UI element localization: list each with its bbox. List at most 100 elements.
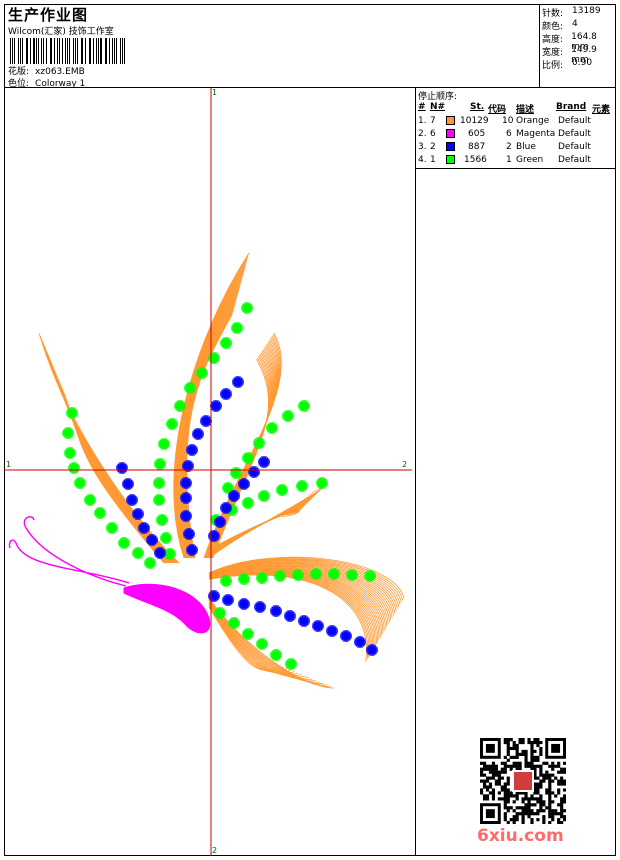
qr-module <box>524 812 528 816</box>
stitch-star <box>192 428 204 440</box>
qr-module <box>548 788 552 792</box>
qr-module <box>530 761 534 765</box>
stitch-line <box>208 603 302 677</box>
qr-module <box>509 755 513 759</box>
row-code: 10 <box>502 116 514 126</box>
stitch-line <box>208 569 380 640</box>
stitch-star <box>196 367 208 379</box>
qr-module <box>485 797 490 801</box>
qr-module <box>524 791 528 795</box>
qr-module <box>521 738 525 742</box>
stitch-line <box>208 601 309 679</box>
qr-module <box>515 764 519 768</box>
qr-module <box>560 812 564 816</box>
qr-module <box>503 788 507 792</box>
design-canvas: 1 2 1 2 <box>4 88 416 856</box>
qr-module <box>485 794 490 798</box>
qr-module <box>563 818 566 822</box>
barcode-bar <box>90 38 91 64</box>
qr-module <box>548 779 552 783</box>
qr-module <box>506 794 510 798</box>
qr-module <box>506 788 510 792</box>
stitch-line <box>208 561 397 612</box>
barcode-bar <box>45 38 47 64</box>
stitch-star <box>118 537 130 549</box>
qr-module <box>482 794 487 798</box>
barcode-bar <box>100 38 102 64</box>
qr-module <box>536 782 540 786</box>
qr-module <box>530 812 534 816</box>
qr-module <box>545 770 549 774</box>
qr-module <box>512 755 516 759</box>
qr-module <box>524 752 528 756</box>
qr-module <box>503 800 507 804</box>
stitch-line <box>208 598 327 686</box>
stitch-star <box>153 494 165 506</box>
qr-module <box>503 782 507 786</box>
col-header-stitches: St. <box>470 102 485 112</box>
stat-stitches: 针数: 13189 <box>542 6 601 19</box>
qr-module <box>485 785 490 789</box>
qr-module <box>497 770 501 774</box>
qr-module <box>488 785 493 789</box>
qr-module <box>560 767 564 771</box>
stitch-star <box>256 572 268 584</box>
qr-module <box>548 794 552 798</box>
row-stitches: 605 <box>468 129 486 139</box>
stitch-star <box>68 462 80 474</box>
qr-module <box>539 746 543 751</box>
stat-label: 高度: <box>542 35 564 45</box>
barcode-bar <box>106 38 107 64</box>
stitch-star <box>284 610 296 622</box>
stitch-star <box>222 594 234 606</box>
qr-module <box>545 761 549 765</box>
watermark-text: 6xiu.com <box>477 826 564 846</box>
stitch-line <box>208 601 313 681</box>
stat-value: 13189 <box>572 6 601 16</box>
color-swatch <box>446 116 455 125</box>
qr-module <box>530 755 534 759</box>
row-stitches: 10129 <box>460 116 489 126</box>
barcode-bar <box>33 38 35 64</box>
qr-module <box>512 794 516 798</box>
qr-module <box>485 767 490 771</box>
qr-module <box>539 779 543 783</box>
qr-module <box>557 770 561 774</box>
barcode-bar <box>97 38 99 64</box>
qr-module <box>563 779 566 783</box>
qr-module <box>536 812 540 816</box>
qr-module <box>494 770 498 774</box>
stitch-star <box>116 462 128 474</box>
qr-module <box>506 800 510 804</box>
qr-module <box>560 806 564 810</box>
qr-module <box>563 794 566 798</box>
stitch-star <box>214 516 226 528</box>
col-header-elements: 元素 <box>592 105 611 115</box>
col-header-description: 描述 <box>516 105 535 115</box>
qr-module <box>494 773 498 777</box>
qr-module <box>524 761 528 765</box>
qr-module <box>482 782 487 786</box>
row-needle: 6 <box>430 129 436 139</box>
qr-module <box>548 791 552 795</box>
qr-module <box>488 767 493 771</box>
stitch-star <box>180 492 192 504</box>
barcode-bar <box>72 38 74 64</box>
qr-module <box>497 797 501 801</box>
stitch-star <box>84 494 96 506</box>
qr-module <box>557 779 561 783</box>
qr-module <box>509 806 513 810</box>
axis-right-label: 2 <box>402 460 408 469</box>
qr-module <box>539 782 543 786</box>
qr-module <box>533 785 537 789</box>
stitch-line <box>208 560 398 610</box>
qr-module <box>503 791 507 795</box>
color-swatch <box>446 129 455 138</box>
qr-module <box>557 791 561 795</box>
qr-module <box>539 797 543 801</box>
stop-row: 2. 6 605 6 Magenta Default <box>416 129 616 142</box>
stitch-line <box>208 565 389 625</box>
qr-module <box>491 794 496 798</box>
barcode-bar <box>51 38 52 64</box>
row-description: Blue <box>516 142 536 152</box>
